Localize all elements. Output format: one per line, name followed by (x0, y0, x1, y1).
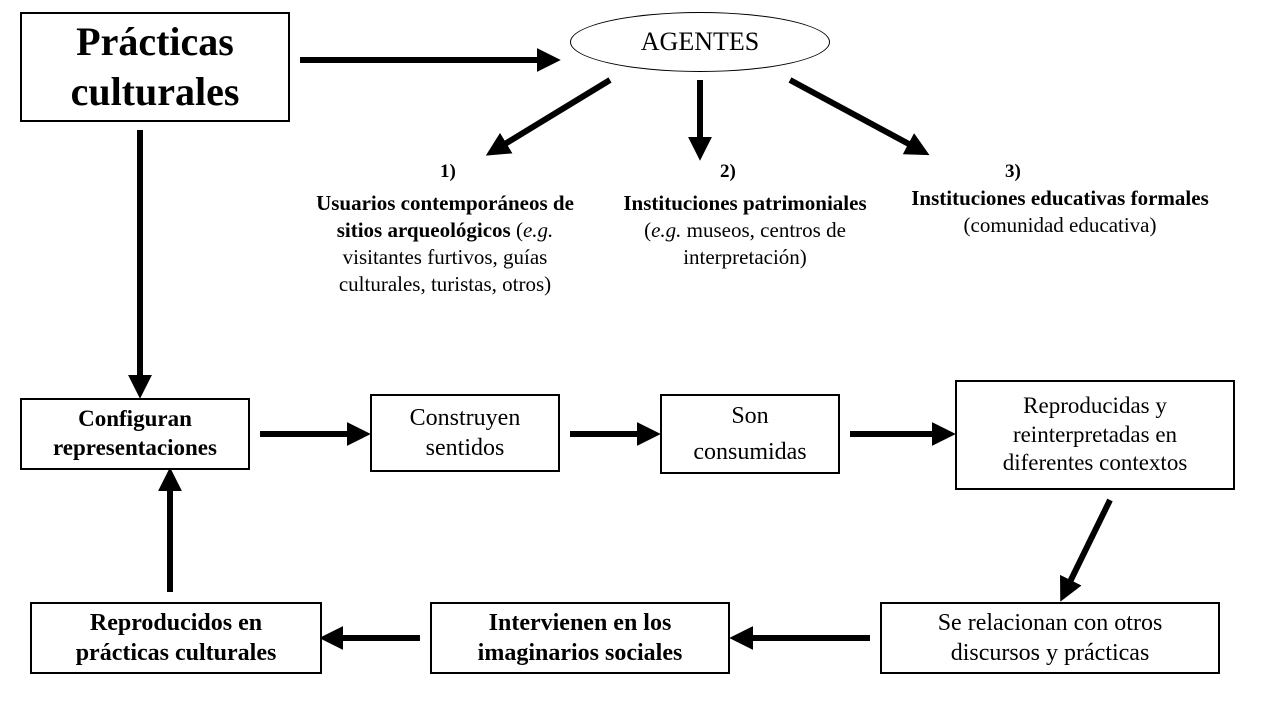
reproducidas-box: Reproducidas y reinterpretadas en difere… (955, 380, 1235, 490)
agentes-text: AGENTES (641, 27, 759, 57)
reproducidas-to-relacionan-arrow (1065, 500, 1110, 592)
agentes-to-1-arrow (495, 80, 610, 150)
agent-1-text: Usuarios contemporáneos de sitios arqueo… (300, 190, 590, 298)
agent-number-3: 3) (1005, 160, 1021, 184)
son-consumidas-box: Son consumidas (660, 394, 840, 474)
title-text: Prácticas culturales (32, 17, 278, 117)
agent-2-text: Instituciones patrimoniales (e.g. museos… (605, 190, 885, 271)
agent-number-2: 2) (720, 160, 736, 184)
reproducidos-box: Reproducidos en prácticas culturales (30, 602, 322, 674)
agent-3-text: Instituciones educativas formales (comun… (900, 185, 1220, 239)
configuran-box: Configuran representaciones (20, 398, 250, 470)
agent-number-1: 1) (440, 160, 456, 184)
title-box: Prácticas culturales (20, 12, 290, 122)
relacionan-box: Se relacionan con otros discursos y prác… (880, 602, 1220, 674)
intervienen-box: Intervienen en los imaginarios sociales (430, 602, 730, 674)
agentes-ellipse: AGENTES (570, 12, 830, 72)
agentes-to-3-arrow (790, 80, 920, 150)
construyen-box: Construyen sentidos (370, 394, 560, 472)
